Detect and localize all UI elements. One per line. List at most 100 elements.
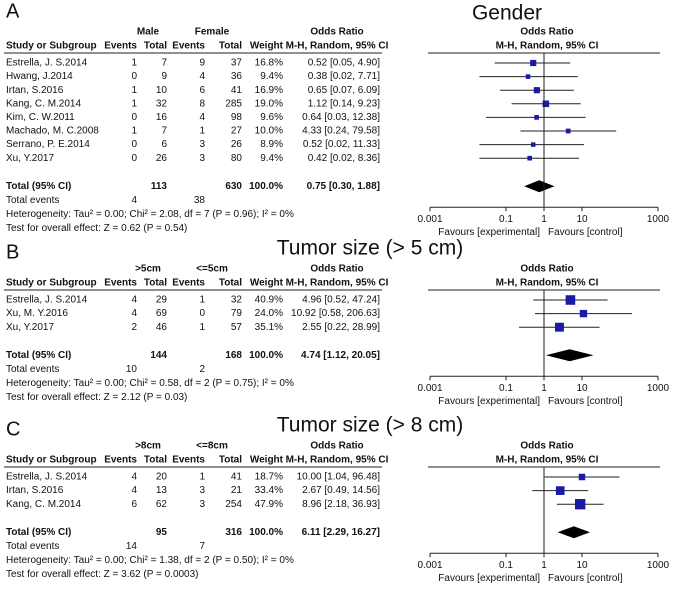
- panel-title: Tumor size (> 8 cm): [277, 414, 464, 437]
- x-label-right: Favours [control]: [548, 227, 623, 238]
- group-label: >8cm: [135, 441, 161, 452]
- study-name: Machado, M. C.2008: [6, 126, 99, 137]
- table-cell: 29: [156, 295, 168, 306]
- events-cell: 4: [131, 195, 137, 206]
- header: Total: [144, 278, 167, 289]
- table-cell: 6: [199, 85, 205, 96]
- weight: 9.6%: [260, 112, 283, 123]
- effect-square: [534, 115, 539, 120]
- odds-ratio: 10.92 [0.58, 206.63]: [291, 308, 380, 319]
- table-cell: 7: [161, 58, 167, 69]
- table-cell: 36: [231, 71, 243, 82]
- header: Study or Subgroup: [6, 278, 97, 289]
- table-cell: 16: [156, 112, 168, 123]
- panel-letter: A: [6, 0, 20, 22]
- table-cell: 32: [231, 295, 243, 306]
- x-tick-label: 1000: [647, 383, 670, 394]
- total-label: Total (95% CI): [6, 350, 71, 361]
- header: M-H, Random, 95% CI: [496, 455, 599, 466]
- study-name: Estrella, J. S.2014: [6, 472, 88, 483]
- x-label-left: Favours [experimental]: [438, 573, 540, 584]
- study-name: Irtan, S.2016: [6, 85, 64, 96]
- overall-effect: Test for overall effect: Z = 0.62 (P = 0…: [6, 223, 187, 234]
- effect-square: [530, 59, 537, 67]
- total-cell: 113: [151, 181, 168, 192]
- header: Odds Ratio: [520, 441, 573, 452]
- x-label-right: Favours [control]: [548, 396, 623, 407]
- overall-effect: Test for overall effect: Z = 2.12 (P = 0…: [6, 392, 187, 403]
- table-cell: 0: [131, 112, 137, 123]
- table-cell: 4: [131, 308, 137, 319]
- weight: 8.9%: [260, 139, 283, 150]
- weight: 16.9%: [255, 85, 283, 96]
- odds-ratio: 4.96 [0.52, 47.24]: [302, 295, 380, 306]
- odds-ratio: 0.38 [0.02, 7.71]: [308, 71, 381, 82]
- header: Events: [172, 455, 205, 466]
- table-cell: 1: [199, 322, 205, 333]
- effect-square: [565, 295, 576, 305]
- overall-effect: Test for overall effect: Z = 3.62 (P = 0…: [6, 569, 199, 580]
- total-cell: 168: [225, 350, 242, 361]
- header: Study or Subgroup: [6, 455, 97, 466]
- table-cell: 21: [231, 485, 243, 496]
- table-cell: 7: [161, 126, 167, 137]
- total-odds-ratio: 6.11 [2.29, 16.27]: [302, 527, 380, 538]
- table-cell: 4: [199, 112, 205, 123]
- total-cell: 144: [150, 350, 167, 361]
- header: Odds Ratio: [520, 264, 573, 275]
- table-cell: 6: [131, 499, 137, 510]
- table-cell: 254: [225, 499, 242, 510]
- table-cell: 3: [199, 153, 205, 164]
- header: Events: [104, 278, 137, 289]
- group-label: <=5cm: [196, 264, 228, 275]
- x-tick-label: 0.1: [499, 383, 513, 394]
- table-cell: 1: [131, 58, 137, 69]
- table-cell: 79: [231, 308, 243, 319]
- table-cell: 46: [156, 322, 168, 333]
- total-weight: 100.0%: [249, 527, 283, 538]
- total-weight: 100.0%: [249, 181, 283, 192]
- table-cell: 0: [131, 153, 137, 164]
- group-label: >5cm: [135, 264, 161, 275]
- header: Total: [219, 278, 242, 289]
- study-name: Irtan, S.2016: [6, 485, 64, 496]
- table-cell: 9: [199, 58, 205, 69]
- header: Weight: [250, 41, 284, 52]
- table-cell: 57: [231, 322, 243, 333]
- total-diamond: [524, 180, 555, 193]
- group-label: <=8cm: [196, 441, 228, 452]
- heterogeneity: Heterogeneity: Tau² = 0.00; Chi² = 0.58,…: [6, 378, 294, 389]
- table-cell: 10: [156, 85, 168, 96]
- header: M-H, Random, 95% CI: [496, 41, 599, 52]
- header: Total: [219, 455, 242, 466]
- weight: 16.8%: [255, 58, 283, 69]
- study-name: Hwang, J.2014: [6, 71, 73, 82]
- header: Weight: [250, 278, 284, 289]
- odds-ratio: 4.33 [0.24, 79.58]: [302, 126, 380, 137]
- header: Events: [104, 455, 137, 466]
- table-cell: 69: [156, 308, 168, 319]
- table-cell: 0: [199, 308, 205, 319]
- table-cell: 0: [131, 139, 137, 150]
- weight: 19.0%: [255, 98, 283, 109]
- table-cell: 26: [231, 139, 243, 150]
- table-cell: 20: [156, 472, 168, 483]
- odds-ratio: 0.64 [0.03, 12.38]: [302, 112, 380, 123]
- table-cell: 80: [231, 153, 243, 164]
- study-name: Kim, C. W.2011: [6, 112, 75, 123]
- header: Odds Ratio: [520, 27, 573, 38]
- header: Study or Subgroup: [6, 41, 97, 52]
- effect-square: [525, 74, 531, 79]
- table-cell: 41: [231, 85, 243, 96]
- odds-ratio: 8.96 [2.18, 36.93]: [302, 499, 380, 510]
- table-cell: 285: [225, 98, 242, 109]
- table-cell: 8: [199, 98, 205, 109]
- table-cell: 3: [199, 485, 205, 496]
- panel-letter: B: [6, 241, 19, 263]
- panel-title: Gender: [472, 2, 542, 25]
- table-cell: 26: [156, 153, 168, 164]
- x-tick-label: 0.001: [417, 214, 442, 225]
- header: Odds Ratio: [310, 264, 363, 275]
- table-cell: 1: [131, 85, 137, 96]
